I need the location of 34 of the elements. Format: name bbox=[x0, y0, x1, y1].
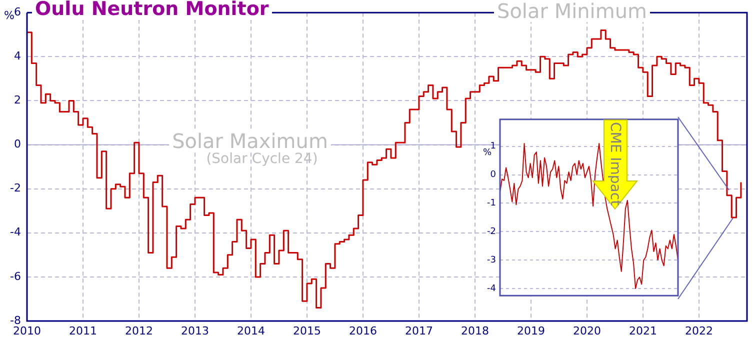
y-tick-label: -2 bbox=[10, 182, 21, 195]
y-tick-label: -1 bbox=[487, 198, 496, 209]
y-tick-label: 4 bbox=[14, 50, 21, 63]
x-tick-label: 2015 bbox=[292, 324, 321, 338]
x-tick-label: 2020 bbox=[572, 324, 601, 338]
x-tick-label: 2016 bbox=[348, 324, 377, 338]
y-tick-label: 0 bbox=[14, 138, 21, 151]
annotation: Solar Minimum bbox=[494, 0, 650, 23]
y-axis-title: % bbox=[4, 9, 14, 22]
x-tick-label: 2014 bbox=[236, 324, 265, 338]
annotation: CME Impact bbox=[607, 122, 623, 206]
x-tick-label: 2018 bbox=[460, 324, 489, 338]
x-tick-label: 2013 bbox=[180, 324, 209, 338]
chart-title: Oulu Neutron Monitor bbox=[32, 0, 272, 20]
x-tick-label: 2022 bbox=[684, 324, 713, 338]
x-tick-label: 2010 bbox=[13, 324, 41, 338]
x-tick-label: 2017 bbox=[404, 324, 433, 338]
y-tick-label: -2 bbox=[487, 227, 496, 237]
y-tick-label: -4 bbox=[487, 284, 496, 294]
y-tick-label: 0 bbox=[490, 170, 496, 180]
y-axis-title: % bbox=[483, 148, 492, 158]
x-tick-label: 2019 bbox=[516, 324, 545, 338]
annotation: (Solar Cycle 24) bbox=[205, 151, 319, 168]
y-tick-label: -3 bbox=[487, 255, 496, 266]
y-tick-label: -4 bbox=[10, 226, 21, 239]
x-tick-label: 2021 bbox=[628, 324, 657, 338]
y-tick-label: -8 bbox=[10, 314, 21, 327]
x-tick-label: 2012 bbox=[124, 324, 153, 338]
x-tick-label: 2011 bbox=[68, 324, 97, 338]
annotation: Solar Maximum bbox=[169, 129, 331, 153]
y-tick-label: 1 bbox=[490, 142, 496, 152]
y-tick-label: -6 bbox=[10, 270, 21, 283]
y-tick-label: 6 bbox=[14, 5, 21, 18]
y-tick-label: 2 bbox=[14, 94, 21, 107]
